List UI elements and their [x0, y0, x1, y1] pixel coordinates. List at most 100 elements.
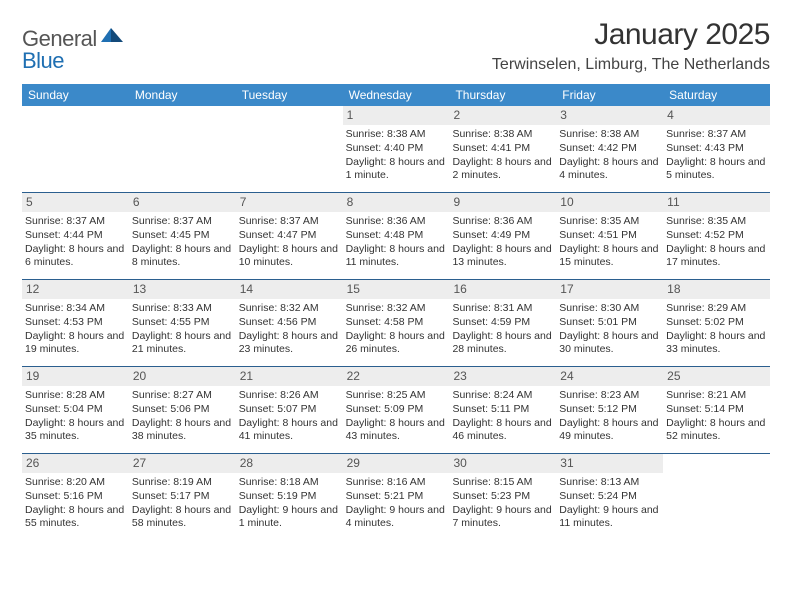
sunset-text: Sunset: 4:45 PM — [132, 229, 233, 242]
day-number: 10 — [556, 193, 663, 212]
sunrise-text: Sunrise: 8:23 AM — [559, 389, 660, 402]
day-cell: 4Sunrise: 8:37 AMSunset: 4:43 PMDaylight… — [663, 106, 770, 192]
dow-thursday: Thursday — [449, 84, 556, 106]
sunset-text: Sunset: 4:53 PM — [25, 316, 126, 329]
day-cell: 9 Sunrise: 8:36 AMSunset: 4:49 PMDaylight… — [449, 193, 556, 279]
sunset-text: Sunset: 5:07 PM — [239, 403, 340, 416]
day-number: 20 — [129, 367, 236, 386]
day-cell: 5Sunrise: 8:37 AMSunset: 4:44 PMDaylight… — [22, 193, 129, 279]
brand-text-2-wrap: Blue — [22, 48, 64, 74]
sunrise-text: Sunrise: 8:35 AM — [559, 215, 660, 228]
sunset-text: Sunset: 5:11 PM — [452, 403, 553, 416]
day-number: 4 — [663, 106, 770, 125]
sunset-text: Sunset: 4:52 PM — [666, 229, 767, 242]
sunrise-text: Sunrise: 8:28 AM — [25, 389, 126, 402]
sunset-text: Sunset: 4:43 PM — [666, 142, 767, 155]
week-row: 5Sunrise: 8:37 AMSunset: 4:44 PMDaylight… — [22, 193, 770, 280]
sunrise-text: Sunrise: 8:20 AM — [25, 476, 126, 489]
daylight-text: Daylight: 8 hours and 23 minutes. — [239, 330, 340, 356]
sunset-text: Sunset: 5:14 PM — [666, 403, 767, 416]
daylight-text: Daylight: 8 hours and 4 minutes. — [559, 156, 660, 182]
day-cell: 7Sunrise: 8:37 AMSunset: 4:47 PMDaylight… — [236, 193, 343, 279]
daylight-text: Daylight: 8 hours and 30 minutes. — [559, 330, 660, 356]
week-row: 19Sunrise: 8:28 AMSunset: 5:04 PMDayligh… — [22, 367, 770, 454]
day-cell: 23Sunrise: 8:24 AMSunset: 5:11 PMDayligh… — [449, 367, 556, 453]
sunrise-text: Sunrise: 8:32 AM — [239, 302, 340, 315]
sunset-text: Sunset: 4:51 PM — [559, 229, 660, 242]
sunrise-text: Sunrise: 8:24 AM — [452, 389, 553, 402]
day-number: 23 — [449, 367, 556, 386]
daylight-text: Daylight: 8 hours and 2 minutes. — [452, 156, 553, 182]
day-cell: 28Sunrise: 8:18 AMSunset: 5:19 PMDayligh… — [236, 454, 343, 540]
sunset-text: Sunset: 5:19 PM — [239, 490, 340, 503]
day-cell: 15Sunrise: 8:32 AMSunset: 4:58 PMDayligh… — [343, 280, 450, 366]
daylight-text: Daylight: 8 hours and 13 minutes. — [452, 243, 553, 269]
month-title: January 2025 — [492, 18, 770, 52]
day-cell: 10Sunrise: 8:35 AMSunset: 4:51 PMDayligh… — [556, 193, 663, 279]
sunset-text: Sunset: 5:02 PM — [666, 316, 767, 329]
sunrise-text: Sunrise: 8:19 AM — [132, 476, 233, 489]
daylight-text: Daylight: 8 hours and 26 minutes. — [346, 330, 447, 356]
day-empty: . — [22, 106, 129, 192]
sunset-text: Sunset: 5:06 PM — [132, 403, 233, 416]
daylight-text: Daylight: 8 hours and 33 minutes. — [666, 330, 767, 356]
sunrise-text: Sunrise: 8:30 AM — [559, 302, 660, 315]
daylight-text: Daylight: 8 hours and 52 minutes. — [666, 417, 767, 443]
day-cell: 18Sunrise: 8:29 AMSunset: 5:02 PMDayligh… — [663, 280, 770, 366]
sunrise-text: Sunrise: 8:27 AM — [132, 389, 233, 402]
day-number: 26 — [22, 454, 129, 473]
sunset-text: Sunset: 4:58 PM — [346, 316, 447, 329]
day-number: 13 — [129, 280, 236, 299]
sunset-text: Sunset: 5:24 PM — [559, 490, 660, 503]
day-number: 22 — [343, 367, 450, 386]
daylight-text: Daylight: 9 hours and 4 minutes. — [346, 504, 447, 530]
sunrise-text: Sunrise: 8:36 AM — [452, 215, 553, 228]
sunrise-text: Sunrise: 8:21 AM — [666, 389, 767, 402]
sunset-text: Sunset: 4:49 PM — [452, 229, 553, 242]
day-cell: 20 Sunrise: 8:27 AMSunset: 5:06 PMDayligh… — [129, 367, 236, 453]
sunrise-text: Sunrise: 8:37 AM — [239, 215, 340, 228]
sunrise-text: Sunrise: 8:38 AM — [346, 128, 447, 141]
location-text: Terwinselen, Limburg, The Netherlands — [492, 56, 770, 74]
day-number: 25 — [663, 367, 770, 386]
day-number: 17 — [556, 280, 663, 299]
sunset-text: Sunset: 4:55 PM — [132, 316, 233, 329]
day-cell: 21Sunrise: 8:26 AMSunset: 5:07 PMDayligh… — [236, 367, 343, 453]
daylight-text: Daylight: 8 hours and 11 minutes. — [346, 243, 447, 269]
day-cell: 17Sunrise: 8:30 AMSunset: 5:01 PMDayligh… — [556, 280, 663, 366]
day-cell: 19Sunrise: 8:28 AMSunset: 5:04 PMDayligh… — [22, 367, 129, 453]
sunset-text: Sunset: 4:59 PM — [452, 316, 553, 329]
daylight-text: Daylight: 8 hours and 19 minutes. — [25, 330, 126, 356]
day-number: 18 — [663, 280, 770, 299]
day-number: 7 — [236, 193, 343, 212]
daylight-text: Daylight: 9 hours and 11 minutes. — [559, 504, 660, 530]
day-cell: 11Sunrise: 8:35 AMSunset: 4:52 PMDayligh… — [663, 193, 770, 279]
dow-friday: Friday — [556, 84, 663, 106]
sunrise-text: Sunrise: 8:35 AM — [666, 215, 767, 228]
sunset-text: Sunset: 5:21 PM — [346, 490, 447, 503]
day-cell: 8Sunrise: 8:36 AMSunset: 4:48 PMDaylight… — [343, 193, 450, 279]
sunrise-text: Sunrise: 8:25 AM — [346, 389, 447, 402]
day-number: 9 — [449, 193, 556, 212]
day-cell: 26Sunrise: 8:20 AMSunset: 5:16 PMDayligh… — [22, 454, 129, 540]
sunrise-text: Sunrise: 8:31 AM — [452, 302, 553, 315]
daylight-text: Daylight: 8 hours and 10 minutes. — [239, 243, 340, 269]
brand-text-2: Blue — [22, 48, 64, 73]
day-cell: 13Sunrise: 8:33 AMSunset: 4:55 PMDayligh… — [129, 280, 236, 366]
sunset-text: Sunset: 4:44 PM — [25, 229, 126, 242]
day-number: 21 — [236, 367, 343, 386]
sunrise-text: Sunrise: 8:13 AM — [559, 476, 660, 489]
sunset-text: Sunset: 4:40 PM — [346, 142, 447, 155]
header: General January 2025 Terwinselen, Limbur… — [22, 18, 770, 74]
daylight-text: Daylight: 8 hours and 38 minutes. — [132, 417, 233, 443]
week-row: 26Sunrise: 8:20 AMSunset: 5:16 PMDayligh… — [22, 454, 770, 540]
day-number: 11 — [663, 193, 770, 212]
sunrise-text: Sunrise: 8:32 AM — [346, 302, 447, 315]
week-row: 12Sunrise: 8:34 AMSunset: 4:53 PMDayligh… — [22, 280, 770, 367]
sunset-text: Sunset: 4:56 PM — [239, 316, 340, 329]
daylight-text: Daylight: 9 hours and 1 minute. — [239, 504, 340, 530]
sunrise-text: Sunrise: 8:34 AM — [25, 302, 126, 315]
sunrise-text: Sunrise: 8:37 AM — [666, 128, 767, 141]
day-number: 16 — [449, 280, 556, 299]
day-cell: 22Sunrise: 8:25 AMSunset: 5:09 PMDayligh… — [343, 367, 450, 453]
